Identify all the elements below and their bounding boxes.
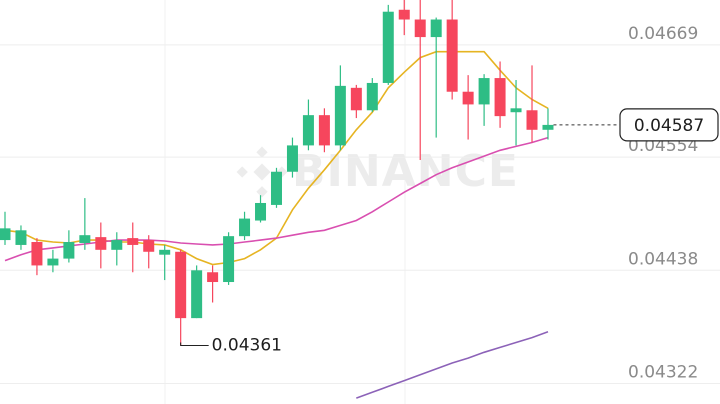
candle-body	[430, 19, 442, 38]
candle-body	[0, 228, 11, 241]
candle-body	[510, 108, 522, 113]
last-price-label: 0.04587	[634, 116, 704, 136]
candle-body	[191, 270, 203, 319]
candle-body	[255, 202, 267, 221]
candle-body	[414, 19, 426, 38]
candle-body	[478, 78, 490, 105]
candle-body	[207, 272, 219, 283]
y-tick-label: 0.04322	[628, 363, 698, 383]
candle-body	[143, 240, 155, 252]
candle-body	[398, 9, 410, 20]
candle-body	[334, 85, 346, 146]
candle-body	[127, 238, 139, 245]
candle-body	[286, 145, 298, 172]
candle-body	[223, 236, 235, 283]
candle-body	[79, 235, 91, 243]
low-label: 0.04361	[212, 335, 282, 355]
y-tick-label: 0.04669	[628, 24, 698, 44]
candle-body	[462, 91, 474, 105]
candle-body	[159, 249, 171, 255]
candle-body	[302, 115, 314, 146]
candle-body	[382, 11, 394, 83]
candle-body	[47, 258, 59, 266]
candle-body	[542, 124, 554, 130]
watermark: BINANCE	[236, 146, 519, 198]
candle-body	[446, 19, 458, 92]
candle-body	[526, 110, 538, 130]
candle-body	[494, 78, 506, 117]
candle-body	[63, 242, 75, 259]
candle-body	[175, 251, 187, 319]
low-pointer	[180, 342, 209, 346]
candle-body	[239, 218, 251, 237]
last-price-box	[619, 108, 719, 142]
candle-body	[350, 87, 362, 111]
candle-body	[95, 237, 107, 250]
moving-average-line	[356, 331, 549, 399]
candle-body	[318, 115, 330, 146]
candle-body	[15, 230, 27, 245]
y-tick-label: 0.04438	[628, 249, 698, 269]
candle-body	[111, 240, 123, 250]
candle-body	[31, 242, 43, 266]
candle-body	[270, 171, 282, 205]
candle-body	[366, 82, 378, 111]
watermark-text: BINANCE	[292, 146, 519, 197]
